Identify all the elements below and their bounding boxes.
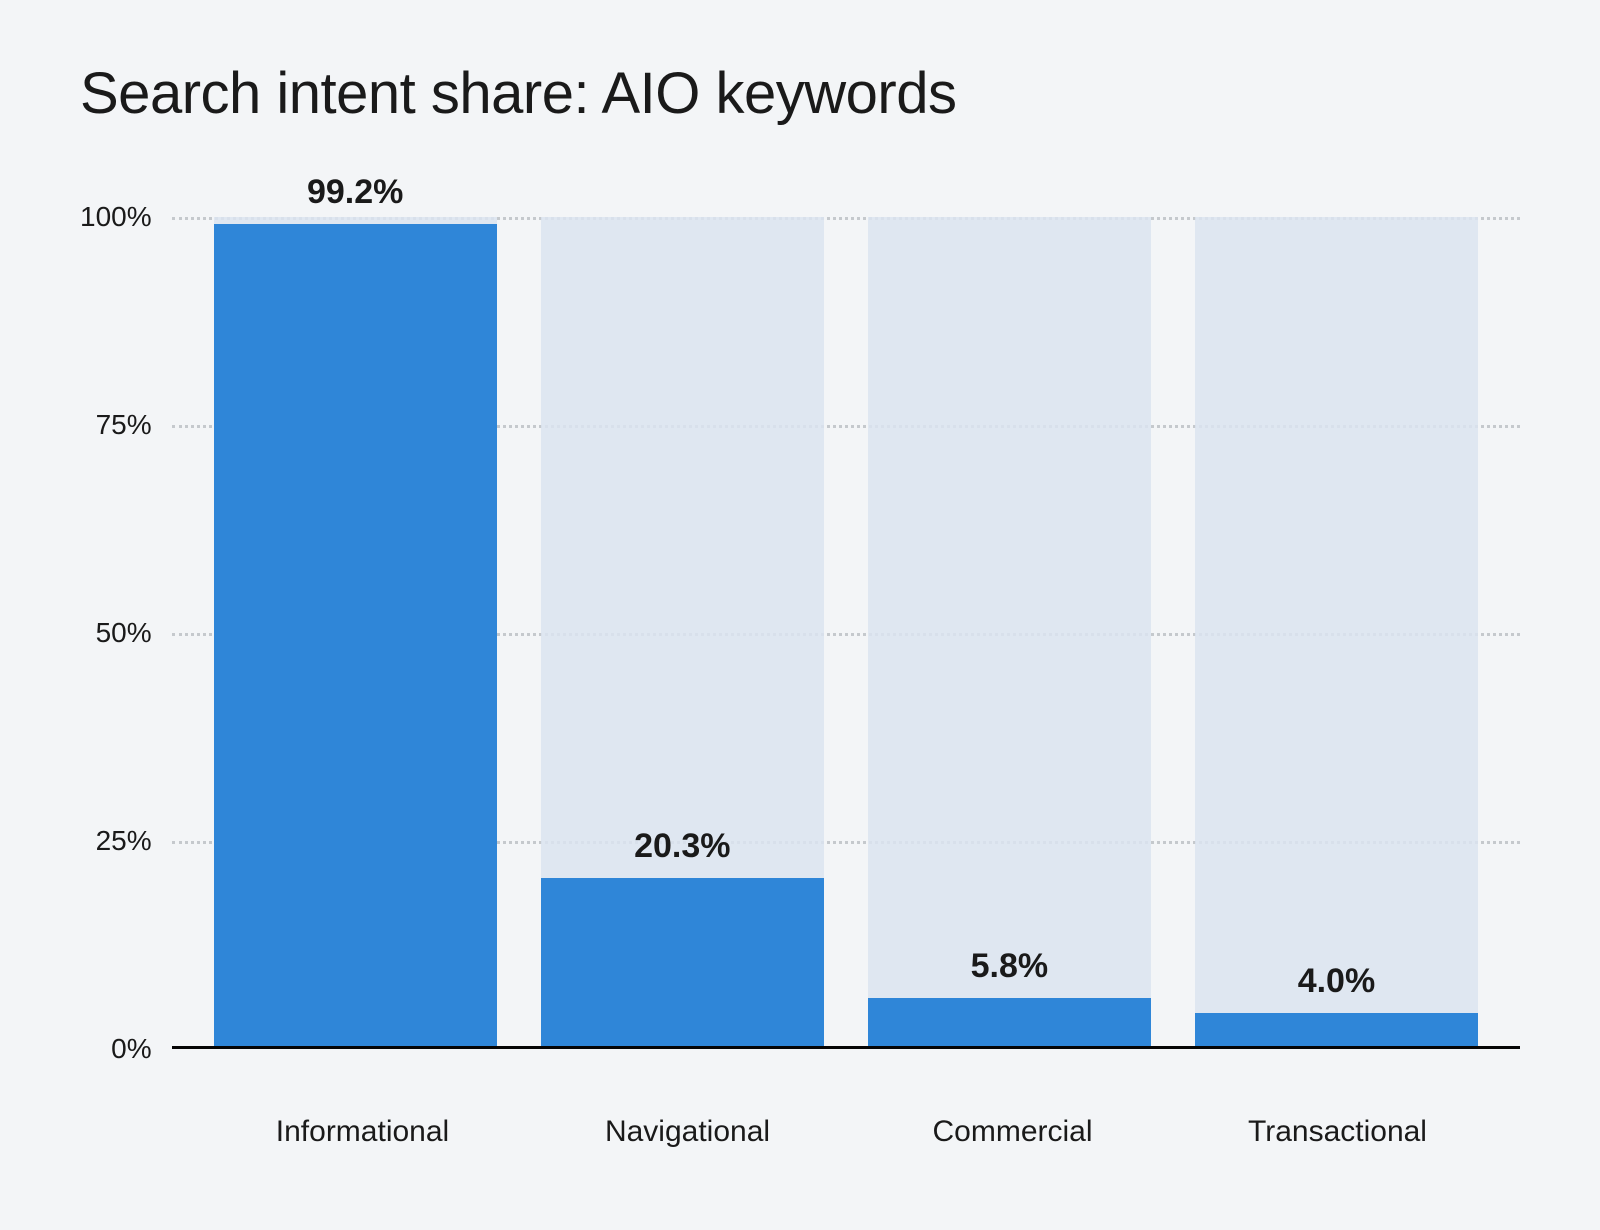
bar: 5.8% [868,217,1151,1046]
x-label: Navigational [525,1115,850,1149]
bar-fill [868,998,1151,1046]
y-axis: 100% 75% 50% 25% 0% [80,217,172,1049]
bar: 4.0% [1195,217,1478,1046]
x-label: Commercial [850,1115,1175,1149]
x-label: Transactional [1175,1115,1500,1149]
bar-value-label: 5.8% [971,947,1049,986]
bar-fill [1195,1013,1478,1046]
chart-title: Search intent share: AIO keywords [80,60,1520,127]
chart-area: 100% 75% 50% 25% 0% 99.2% 20.3% 5.8% 4.0% [80,177,1520,1097]
bar-fill [214,224,497,1046]
bar: 20.3% [541,217,824,1046]
x-label: Informational [200,1115,525,1149]
bar-value-label: 4.0% [1298,962,1376,1001]
x-axis-labels: Informational Navigational Commercial Tr… [180,1115,1520,1149]
bar-fill [541,878,824,1046]
bar-background [868,217,1151,1046]
x-axis-line [172,1046,1520,1049]
bar: 99.2% [214,217,497,1046]
bar-value-label: 20.3% [634,827,730,866]
bar-value-label: 99.2% [307,173,403,212]
bars-container: 99.2% 20.3% 5.8% 4.0% [172,217,1520,1046]
bar-background [1195,217,1478,1046]
plot-area: 99.2% 20.3% 5.8% 4.0% [172,217,1520,1049]
